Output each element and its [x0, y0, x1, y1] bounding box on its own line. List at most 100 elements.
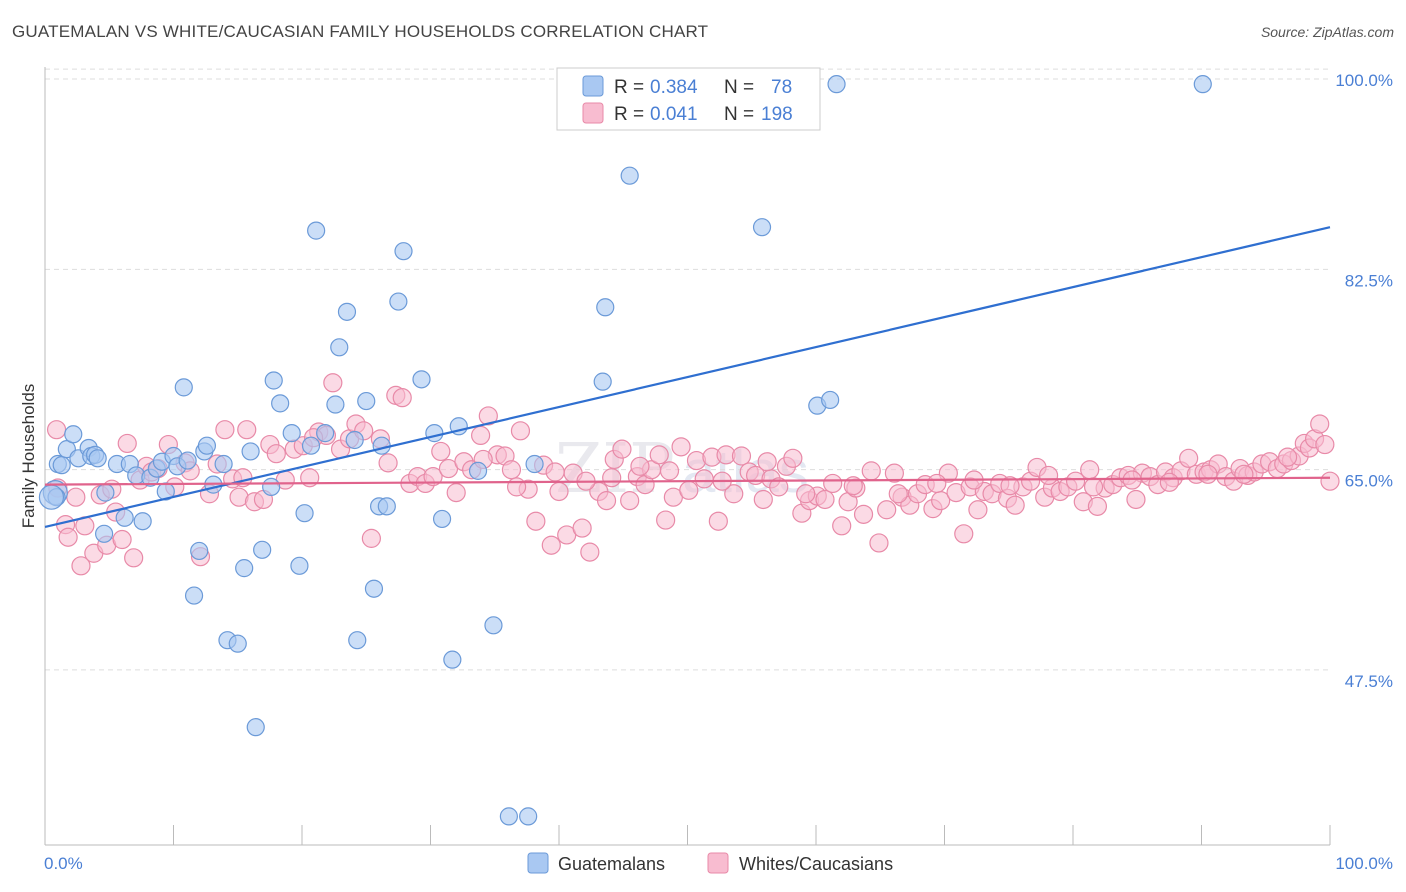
series-legend-label-guatemalans: Guatemalans	[558, 854, 665, 874]
trendline-guatemalans	[44, 226, 1331, 529]
point-whites-caucasians	[888, 484, 908, 504]
point-whites-caucasians	[1159, 472, 1179, 492]
point-guatemalans	[468, 461, 488, 480]
point-guatemalans	[596, 298, 615, 317]
point-whites-caucasians	[823, 473, 843, 494]
point-whites-caucasians	[1005, 495, 1025, 515]
series-legend: Guatemalans Whites/Caucasians	[527, 852, 893, 874]
series-legend-swatch-guatemalans	[527, 852, 549, 874]
point-whites-caucasians	[471, 425, 491, 446]
point-guatemalans	[1193, 75, 1212, 94]
point-whites-caucasians	[954, 524, 974, 544]
y-tick-label: 47.5%	[1345, 672, 1393, 691]
point-guatemalans	[214, 454, 233, 474]
point-guatemalans	[197, 436, 217, 455]
point-whites-caucasians	[1087, 496, 1108, 516]
point-guatemalans	[271, 394, 290, 413]
legend-swatch-guatemalans	[582, 75, 604, 97]
y-tick-label: 82.5%	[1345, 271, 1393, 290]
point-guatemalans	[525, 454, 544, 474]
point-guatemalans	[394, 242, 413, 261]
legend-r-label-1: R =	[614, 77, 644, 98]
point-guatemalans	[372, 436, 391, 455]
point-whites-caucasians	[124, 548, 144, 568]
point-whites-caucasians	[694, 469, 714, 489]
point-whites-caucasians	[117, 433, 137, 454]
point-whites-caucasians	[1320, 471, 1340, 491]
point-whites-caucasians	[361, 528, 381, 548]
point-whites-caucasians	[927, 473, 947, 494]
trendline-whites-caucasians	[44, 476, 1331, 486]
point-guatemalans	[316, 424, 335, 443]
guatemalans-points	[38, 75, 1212, 826]
point-whites-caucasians	[1234, 464, 1254, 484]
point-whites-caucasians	[1038, 465, 1059, 486]
point-whites-caucasians	[1277, 447, 1298, 467]
point-guatemalans	[364, 579, 384, 598]
point-whites-caucasians	[620, 491, 640, 511]
point-guatemalans	[295, 504, 314, 523]
point-guatemalans	[38, 484, 65, 510]
y-axis-title: Family Households	[19, 384, 38, 529]
point-guatemalans	[190, 541, 209, 561]
point-guatemalans	[389, 292, 408, 311]
point-whites-caucasians	[215, 420, 235, 440]
point-guatemalans	[593, 372, 612, 391]
point-whites-caucasians	[545, 462, 565, 482]
gridlines	[45, 68, 1330, 671]
point-whites-caucasians	[869, 533, 889, 553]
point-whites-caucasians	[549, 481, 569, 502]
point-whites-caucasians	[656, 510, 676, 530]
point-whites-caucasians	[630, 456, 650, 476]
point-guatemalans	[64, 425, 83, 444]
point-whites-caucasians	[71, 556, 91, 576]
x-tick-label-max: 100.0%	[1335, 854, 1393, 873]
x-ticks	[44, 825, 1331, 845]
point-whites-caucasians	[769, 477, 789, 497]
point-whites-caucasians	[877, 500, 897, 520]
point-whites-caucasians	[1000, 476, 1020, 496]
point-guatemalans	[133, 512, 152, 531]
point-whites-caucasians	[753, 489, 773, 510]
point-guatemalans	[326, 395, 345, 414]
point-whites-caucasians	[112, 529, 132, 550]
correlation-legend: R = 0.384 N = 78 R = 0.041 N = 198	[556, 67, 821, 131]
point-whites-caucasians	[796, 484, 816, 504]
point-guatemalans	[282, 424, 301, 443]
point-guatemalans	[620, 166, 639, 185]
point-guatemalans	[52, 456, 71, 475]
point-whites-caucasians	[671, 437, 691, 457]
point-guatemalans	[337, 302, 357, 321]
point-guatemalans	[241, 442, 260, 461]
point-whites-caucasians	[832, 516, 852, 536]
point-whites-caucasians	[66, 487, 86, 507]
point-guatemalans	[357, 391, 376, 411]
point-guatemalans	[184, 586, 204, 605]
point-guatemalans	[253, 540, 272, 559]
point-whites-caucasians	[1310, 414, 1330, 434]
legend-n-label-2: N =	[724, 104, 754, 125]
point-guatemalans	[348, 631, 367, 650]
point-whites-caucasians	[58, 527, 78, 547]
series-legend-label-whites: Whites/Caucasians	[739, 854, 893, 874]
y-tick-labels: 47.5% 65.0% 82.5% 100.0%	[1335, 71, 1393, 691]
point-whites-caucasians	[757, 452, 777, 472]
point-whites-caucasians	[596, 491, 617, 511]
point-whites-caucasians	[649, 445, 669, 465]
point-whites-caucasians	[378, 453, 398, 473]
point-guatemalans	[519, 807, 538, 826]
point-guatemalans	[827, 75, 846, 94]
point-whites-caucasians	[1080, 460, 1100, 480]
point-whites-caucasians	[1315, 434, 1335, 455]
point-whites-caucasians	[884, 463, 904, 483]
point-whites-caucasians	[1065, 471, 1086, 491]
point-guatemalans	[115, 508, 134, 527]
point-guatemalans	[301, 436, 321, 455]
chart-title: GUATEMALAN VS WHITE/CAUCASIAN FAMILY HOU…	[12, 22, 709, 41]
legend-r-value-1: 0.384	[650, 77, 698, 98]
point-whites-caucasians	[46, 420, 67, 440]
point-whites-caucasians	[815, 489, 835, 510]
point-guatemalans	[264, 371, 283, 390]
point-whites-caucasians	[510, 421, 531, 441]
point-whites-caucasians	[783, 448, 803, 468]
